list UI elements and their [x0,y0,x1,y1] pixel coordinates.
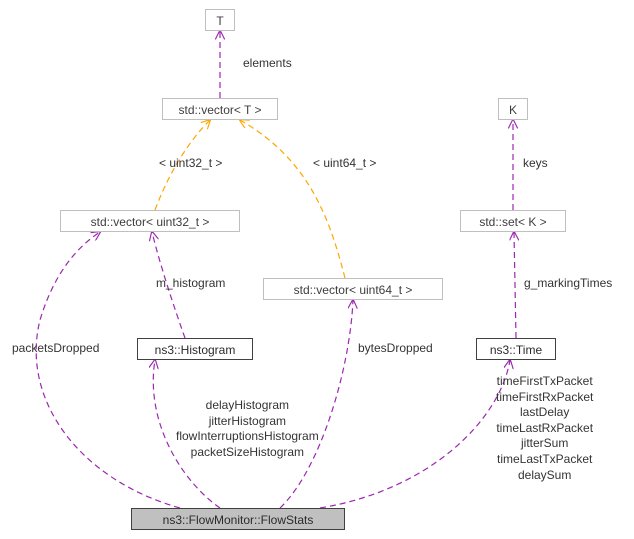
label-bytesDropped: bytesDropped [358,341,433,355]
label-uint64: < uint64_t > [313,156,376,170]
label-m_histogram: m_histogram [156,276,225,290]
node-T: T [205,9,235,31]
node-setK: std::set< K > [460,210,566,232]
node-K: K [498,98,528,120]
label-elements: elements [243,56,292,70]
edge [240,120,345,278]
label-uint32: < uint32_t > [159,156,222,170]
label-histograms: delayHistogramjitterHistogramflowInterru… [176,398,319,460]
node-vecU32: std::vector< uint32_t > [60,210,240,232]
node-flowstats: ns3::FlowMonitor::FlowStats [131,508,345,530]
node-vecT: std::vector< T > [162,98,278,120]
edge [320,360,510,508]
edge [514,232,516,338]
node-time: ns3::Time [476,338,556,360]
label-timeFields: timeFirstTxPackettimeFirstRxPacketlastDe… [496,374,593,483]
node-vecU64: std::vector< uint64_t > [263,278,443,300]
node-histogram: ns3::Histogram [137,338,253,360]
label-packetsDropped: packetsDropped [12,341,99,355]
edge [36,232,180,508]
label-g_markingTimes: g_markingTimes [524,276,612,290]
label-keys: keys [523,156,548,170]
